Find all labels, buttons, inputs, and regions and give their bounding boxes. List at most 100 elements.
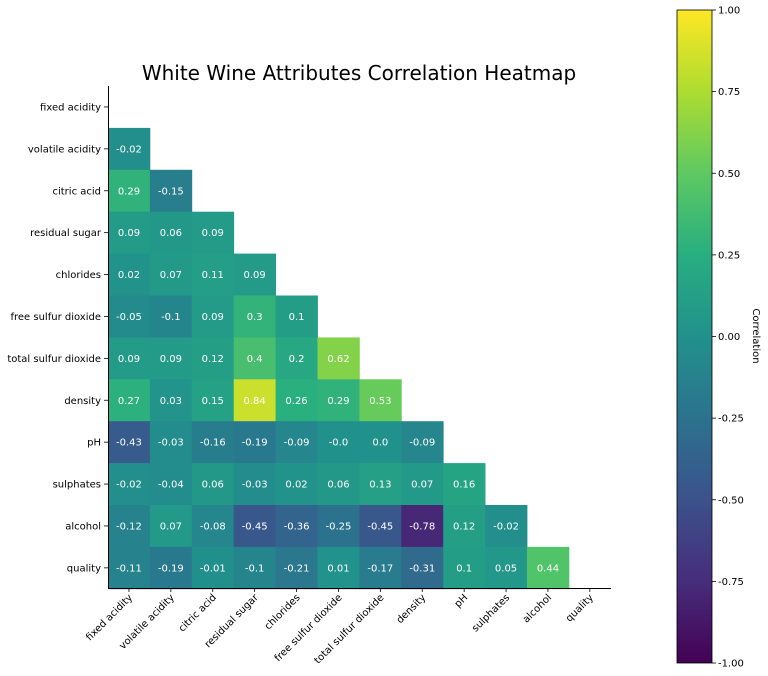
- cell-value-label: 0.09: [118, 228, 140, 239]
- cell-value-label: -0.15: [158, 186, 184, 197]
- heatmap-cell: [359, 505, 402, 548]
- x-tick-label: alcohol: [521, 592, 554, 625]
- cell-value-label: 0.26: [285, 396, 307, 407]
- heatmap-cell: [108, 253, 151, 296]
- colorbar-tick-label: -0.25: [718, 414, 744, 425]
- cell-value-label: -0.0: [329, 438, 349, 449]
- cell-value-label: 0.3: [247, 312, 263, 323]
- colorbar-tick-label: 1.00: [718, 6, 740, 17]
- cell-value-label: -0.17: [367, 563, 393, 574]
- cell-value-label: -0.19: [158, 563, 184, 574]
- y-tick-label: sulphates: [53, 480, 101, 491]
- cell-value-label: 0.13: [369, 480, 391, 491]
- y-tick-label: total sulfur dioxide: [7, 354, 101, 365]
- colorbar-gradient: [676, 9, 713, 664]
- cell-value-label: -0.04: [158, 480, 184, 491]
- heatmap-cell: [233, 253, 276, 296]
- heatmap-cell: [527, 546, 570, 590]
- cell-value-label: 0.4: [247, 354, 263, 365]
- colorbar-tick-label: 0.75: [718, 87, 740, 98]
- cell-value-label: 0.29: [118, 186, 140, 197]
- cell-value-label: -0.03: [242, 480, 268, 491]
- heatmap-cell: [233, 379, 276, 422]
- heatmap-cell: [191, 421, 235, 464]
- heatmap-cell: [443, 546, 486, 590]
- heatmap-cell: [485, 505, 528, 548]
- colorbar-ticks: 1.00 0.75 0.50 0.25 0.00 -0.25 -0.50 -0.75 -1.00: [712, 6, 744, 670]
- cell-value-label: 0.01: [327, 563, 349, 574]
- cell-value-label: 0.84: [244, 396, 266, 407]
- heatmap-cell: [149, 253, 193, 296]
- heatmap-cell: [233, 337, 276, 380]
- y-tick-label: quality: [67, 563, 101, 574]
- cell-value-label: 0.44: [537, 563, 559, 574]
- heatmap-cell: [233, 546, 276, 590]
- cell-value-label: 0.07: [411, 480, 433, 491]
- cell-value-label: 0.1: [289, 312, 305, 323]
- heatmap-cell: [108, 463, 151, 506]
- cell-value-label: -0.08: [200, 521, 226, 532]
- heatmap-cell: [191, 546, 235, 590]
- chart-title: White Wine Attributes Correlation Heatma…: [142, 61, 576, 85]
- cell-value-label: 0.09: [244, 270, 266, 281]
- heatmap-cell: [485, 546, 528, 590]
- heatmap-cell: [317, 337, 360, 380]
- heatmap-cell: [233, 463, 276, 506]
- y-tick-label: density: [64, 396, 101, 407]
- heatmap-cell: [149, 546, 193, 590]
- y-tick-label: volatile acidity: [28, 144, 101, 155]
- cell-value-label: -0.25: [326, 521, 352, 532]
- heatmap-cell: [191, 211, 235, 254]
- x-tick-label: quality: [564, 592, 596, 624]
- cell-value-label: 0.09: [118, 354, 140, 365]
- heatmap-cell: [233, 505, 276, 548]
- heatmap-cell: [317, 463, 360, 506]
- colorbar-tick-label: -1.00: [718, 659, 744, 670]
- heatmap-cell: [359, 463, 402, 506]
- cell-value-label: 0.16: [453, 480, 475, 491]
- heatmap-cell: [149, 505, 193, 548]
- cell-value-label: 0.07: [160, 521, 182, 532]
- cell-value-label: -0.02: [116, 144, 142, 155]
- heatmap-cell: [401, 463, 444, 506]
- cell-value-label: 0.62: [327, 354, 349, 365]
- heatmap-cell: [275, 337, 318, 380]
- heatmap-cell: [317, 505, 360, 548]
- cell-value-label: 0.2: [289, 354, 305, 365]
- cell-value-label: -0.43: [116, 438, 142, 449]
- cell-value-label: -0.02: [493, 521, 519, 532]
- cell-value-label: 0.0: [372, 438, 388, 449]
- colorbar-tick-label: 0.50: [718, 169, 740, 180]
- y-tick-label: citric acid: [52, 186, 101, 197]
- heatmap-cell: [191, 379, 235, 422]
- cell-value-label: -0.12: [116, 521, 142, 532]
- heatmap-cell: [149, 295, 193, 338]
- cell-value-label: -0.21: [284, 563, 310, 574]
- heatmap-cell: [359, 421, 402, 464]
- cell-value-label: 0.12: [453, 521, 475, 532]
- cell-value-label: 0.06: [202, 480, 224, 491]
- heatmap-cell: [108, 379, 151, 422]
- heatmap-cell: [108, 211, 151, 254]
- heatmap-cell: [233, 421, 276, 464]
- cell-value-label: -0.78: [409, 521, 435, 532]
- x-tick-label: density: [395, 592, 429, 626]
- heatmap-cell: [233, 295, 276, 338]
- heatmap-cell: [317, 379, 360, 422]
- heatmap-cell: [275, 379, 318, 422]
- heatmap-cell: [108, 546, 151, 590]
- heatmap-cell: [275, 295, 318, 338]
- x-tick-label: chlorides: [263, 592, 303, 632]
- heatmap-cell: [317, 546, 360, 590]
- heatmap-cell: [275, 421, 318, 464]
- heatmap-cell: [149, 379, 193, 422]
- cell-value-label: 0.09: [160, 354, 182, 365]
- cell-value-label: 0.02: [118, 270, 140, 281]
- cell-value-label: -0.36: [284, 521, 310, 532]
- cell-value-label: 0.29: [327, 396, 349, 407]
- cell-value-label: 0.15: [202, 396, 224, 407]
- heatmap-cell: [359, 546, 402, 590]
- y-tick-label: residual sugar: [30, 228, 102, 239]
